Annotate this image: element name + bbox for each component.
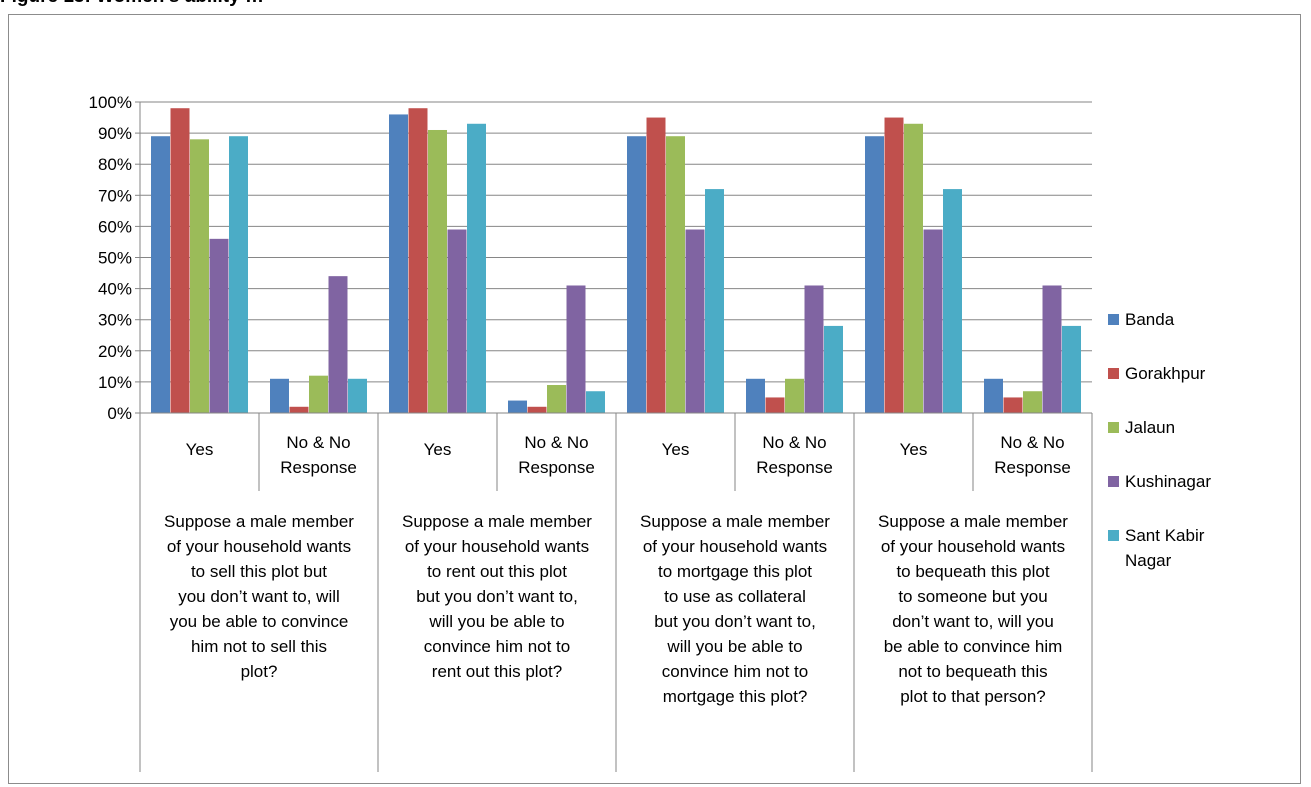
x-category-labels: Yes No & No Response Yes No & No Response Yes N… — [186, 433, 1071, 477]
x-category-label: Yes — [662, 440, 690, 459]
legend-swatch — [1108, 368, 1119, 379]
y-tick-labels: 0% 10% 20% 30% 40% 50% 60% 70% 80% 90% 100% — [89, 93, 132, 423]
bar-gorakhpur — [765, 397, 785, 413]
legend: Banda Gorakhpur Jalaun Kushinagar Sant Kabir… — [1108, 310, 1211, 570]
x-category-label: No & No Response — [518, 433, 595, 477]
bar-gorakhpur — [527, 406, 547, 413]
bar-jalaun — [190, 139, 209, 413]
bar-kushinagar — [923, 229, 943, 413]
y-tick-label: 100% — [89, 93, 132, 112]
y-tick-label: 20% — [98, 342, 132, 361]
bar-sant-kabir-nagar — [348, 378, 367, 413]
bar-sant-kabir-nagar — [824, 325, 843, 413]
y-tick-label: 80% — [98, 155, 132, 174]
bar-banda — [270, 378, 289, 413]
figure-heading: Figure 13: Women’s ability … — [0, 0, 264, 10]
legend-label: Jalaun — [1125, 418, 1175, 437]
bar-gorakhpur — [289, 406, 309, 413]
bar-banda — [984, 378, 1003, 413]
bar-gorakhpur — [408, 108, 428, 413]
y-tick-label: 0% — [107, 404, 132, 423]
x-group-label: Suppose a male member of your household w… — [640, 512, 830, 706]
y-tick-label: 10% — [98, 373, 132, 392]
legend-swatch — [1108, 476, 1119, 487]
y-tick-label: 70% — [98, 186, 132, 205]
bar-jalaun — [904, 123, 923, 414]
bar-kushinagar — [328, 276, 348, 413]
bar-sant-kabir-nagar — [943, 189, 962, 413]
legend-label: Banda — [1125, 310, 1175, 329]
bar-sant-kabir-nagar — [467, 123, 486, 414]
bar-gorakhpur — [170, 108, 190, 413]
bar-jalaun — [547, 385, 566, 413]
x-group-label: Suppose a male member of your household w… — [878, 512, 1068, 706]
legend-swatch — [1108, 314, 1119, 325]
x-category-label: No & No Response — [994, 433, 1071, 477]
x-category-label: Yes — [900, 440, 928, 459]
legend-label: Sant Kabir Nagar — [1125, 526, 1205, 570]
bar-sant-kabir-nagar — [705, 189, 724, 413]
bar-banda — [627, 136, 646, 413]
bar-sant-kabir-nagar — [1062, 325, 1081, 413]
x-category-label: Yes — [424, 440, 452, 459]
bar-gorakhpur — [646, 117, 666, 414]
x-category-label: No & No Response — [756, 433, 833, 477]
bar-kushinagar — [1042, 285, 1062, 413]
bar-jalaun — [309, 375, 328, 413]
bar-gorakhpur — [884, 117, 904, 414]
bar-kushinagar — [447, 229, 467, 413]
axes — [135, 101, 1093, 772]
bar-jalaun — [428, 129, 447, 414]
bar-banda — [746, 378, 765, 413]
bar-sant-kabir-nagar — [586, 391, 605, 413]
x-category-label: Yes — [186, 440, 214, 459]
y-tick-label: 40% — [98, 280, 132, 299]
x-group-label: Suppose a male member of your household w… — [164, 512, 354, 681]
bar-gorakhpur — [1003, 397, 1023, 413]
bar-banda — [151, 136, 170, 413]
bar-jalaun — [785, 378, 804, 413]
bar-banda — [389, 114, 408, 413]
x-category-label: No & No Response — [280, 433, 357, 477]
y-tick-label: 30% — [98, 311, 132, 330]
bar-jalaun — [666, 136, 685, 413]
x-group-label: Suppose a male member of your household w… — [402, 512, 592, 681]
bars — [151, 108, 1081, 414]
bar-banda — [508, 400, 527, 413]
legend-swatch — [1108, 422, 1119, 433]
bar-kushinagar — [685, 229, 705, 413]
bar-kushinagar — [566, 285, 586, 413]
bar-kushinagar — [209, 238, 229, 413]
x-group-labels: Suppose a male member of your household w… — [164, 512, 1068, 706]
y-tick-label: 60% — [98, 217, 132, 236]
legend-label: Gorakhpur — [1125, 364, 1206, 383]
legend-swatch — [1108, 530, 1119, 541]
legend-label: Kushinagar — [1125, 472, 1211, 491]
y-tick-label: 50% — [98, 249, 132, 268]
y-tick-label: 90% — [98, 124, 132, 143]
bar-banda — [865, 136, 884, 413]
bar-jalaun — [1023, 391, 1042, 413]
bar-sant-kabir-nagar — [229, 136, 248, 413]
bar-kushinagar — [804, 285, 824, 413]
